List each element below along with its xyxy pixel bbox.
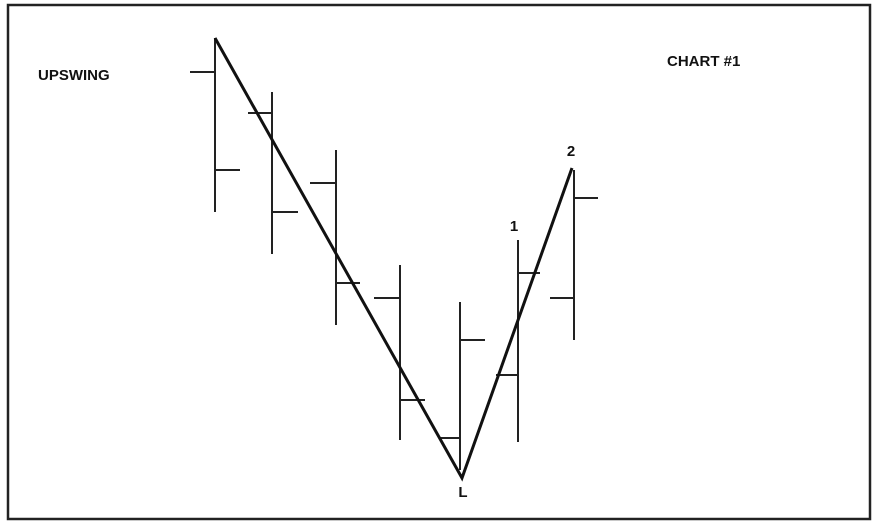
point-label: L xyxy=(458,484,467,501)
point-label: 1 xyxy=(510,218,518,235)
point-label: 2 xyxy=(567,143,575,160)
frame xyxy=(6,3,872,521)
swing-line xyxy=(213,37,574,482)
price-bars xyxy=(190,38,598,470)
chart-label: CHART #1 xyxy=(667,53,740,70)
title: UPSWING xyxy=(38,67,110,84)
